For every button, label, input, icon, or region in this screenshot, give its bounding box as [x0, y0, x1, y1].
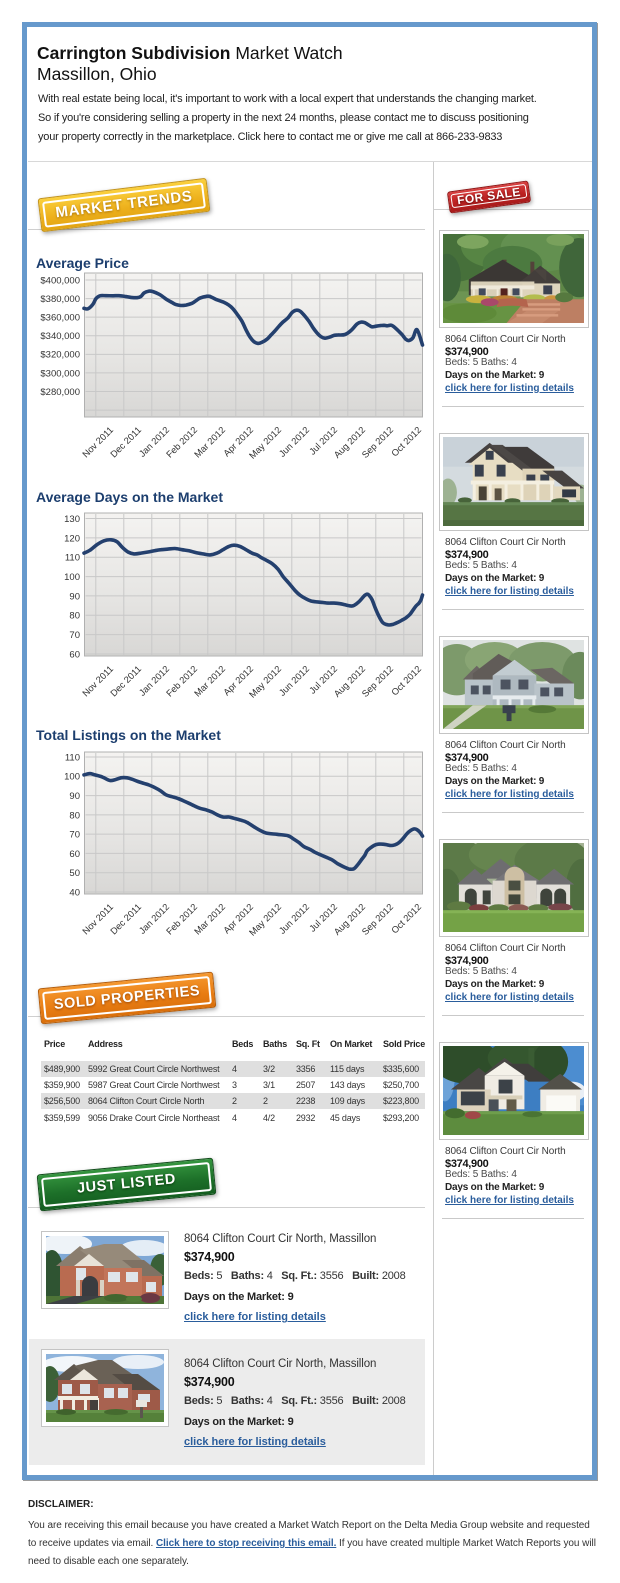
svg-text:$340,000: $340,000 [40, 331, 80, 342]
svg-text:$300,000: $300,000 [40, 368, 80, 379]
svg-text:Oct 2012: Oct 2012 [389, 425, 423, 459]
svg-text:110: 110 [65, 553, 80, 564]
svg-text:90: 90 [69, 591, 80, 602]
svg-text:100: 100 [64, 772, 80, 783]
svg-text:110: 110 [65, 752, 80, 763]
svg-text:130: 130 [64, 514, 80, 525]
svg-text:$320,000: $320,000 [40, 350, 80, 361]
svg-text:Oct 2012: Oct 2012 [389, 664, 423, 698]
svg-text:$380,000: $380,000 [40, 294, 80, 305]
svg-text:Dec 2011: Dec 2011 [108, 664, 143, 699]
svg-text:Mar 2012: Mar 2012 [192, 425, 227, 460]
svg-text:120: 120 [64, 533, 80, 544]
svg-text:50: 50 [69, 868, 80, 879]
svg-text:Jun 2012: Jun 2012 [277, 664, 311, 698]
svg-text:60: 60 [69, 849, 80, 860]
svg-text:80: 80 [69, 810, 80, 821]
svg-text:Mar 2012: Mar 2012 [192, 902, 227, 937]
svg-text:Jun 2012: Jun 2012 [277, 425, 311, 459]
svg-text:70: 70 [69, 830, 80, 841]
svg-text:70: 70 [69, 630, 80, 641]
svg-text:90: 90 [69, 791, 80, 802]
svg-text:$360,000: $360,000 [40, 313, 80, 324]
svg-text:Dec 2011: Dec 2011 [108, 902, 143, 937]
svg-text:60: 60 [69, 649, 80, 660]
svg-text:40: 40 [69, 887, 80, 898]
svg-text:Oct 2012: Oct 2012 [389, 902, 423, 936]
svg-text:Dec 2011: Dec 2011 [108, 425, 143, 460]
svg-text:80: 80 [69, 611, 80, 622]
svg-text:Jun 2012: Jun 2012 [277, 902, 311, 936]
svg-text:100: 100 [64, 572, 80, 583]
svg-text:Mar 2012: Mar 2012 [192, 664, 227, 699]
svg-text:$400,000: $400,000 [40, 275, 80, 286]
svg-text:$280,000: $280,000 [40, 387, 80, 398]
